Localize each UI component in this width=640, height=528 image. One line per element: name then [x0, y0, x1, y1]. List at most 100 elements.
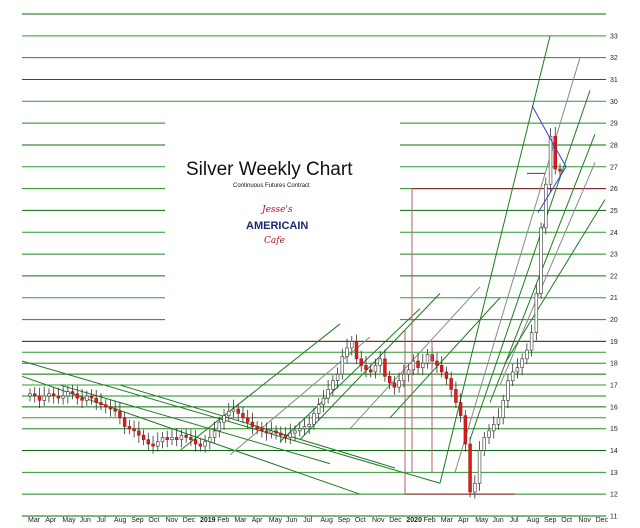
- y-tick-label: 22: [610, 273, 618, 280]
- candle-body: [61, 395, 65, 399]
- candle-body: [260, 428, 264, 432]
- candle-body: [198, 443, 203, 447]
- candle-body: [212, 430, 217, 438]
- candle-body: [75, 393, 80, 399]
- y-tick-label: 32: [610, 55, 618, 62]
- candle-body: [364, 365, 368, 371]
- x-tick-label: Mar: [234, 517, 247, 524]
- candle-body: [449, 378, 453, 390]
- candle-body: [255, 426, 259, 429]
- uptrend-line: [499, 162, 596, 386]
- candle-body: [421, 362, 425, 368]
- candle-body: [231, 408, 236, 412]
- x-tick-label: 2020: [406, 517, 422, 524]
- y-tick-label: 30: [610, 99, 618, 106]
- candle-body: [56, 395, 61, 399]
- candle-body: [122, 417, 127, 427]
- candle-body: [340, 356, 345, 375]
- uptrend-line: [349, 286, 481, 430]
- candle-body: [165, 437, 169, 440]
- candle-body: [298, 428, 302, 432]
- candle-body: [47, 393, 51, 397]
- y-tick-label: 11: [610, 514, 617, 521]
- candle-body: [137, 430, 141, 436]
- candle-body: [104, 404, 108, 408]
- x-tick-label: Sep: [131, 517, 144, 524]
- horizontal-levels: [22, 13, 606, 517]
- chart-title: Silver Weekly Chart: [186, 159, 353, 180]
- candle-body: [293, 430, 297, 434]
- x-axis: Mar Apr May Jun Jul Aug Sep Oct Nov Dec 2019 Feb Mar…: [28, 517, 609, 524]
- candle-body: [525, 349, 529, 360]
- candle-body: [326, 389, 330, 399]
- y-axis: 11 12 13 14 15 16 17 18 19 20 21 22 23 24 25 26 27 28 29 30…: [610, 33, 618, 520]
- y-tick-label: 31: [610, 77, 618, 84]
- candle-body: [487, 430, 491, 438]
- uptrend-line: [504, 199, 606, 364]
- y-tick-label: 33: [610, 33, 618, 40]
- candle-body: [118, 410, 122, 419]
- candle-body: [506, 380, 510, 401]
- candle-body: [99, 402, 103, 405]
- candle-body: [534, 293, 539, 333]
- candle-body: [184, 434, 188, 438]
- x-tick-label: Mar: [441, 517, 454, 524]
- candle-body: [37, 395, 42, 401]
- y-tick-label: 24: [610, 230, 618, 237]
- candle-body: [463, 415, 468, 445]
- uptrend-line: [469, 90, 591, 440]
- candle-body: [468, 443, 472, 493]
- candle-body: [193, 439, 198, 445]
- candlesticks: [28, 126, 562, 499]
- y-tick-label: 16: [610, 404, 618, 411]
- annotations: [404, 105, 567, 495]
- candle-body: [283, 434, 288, 438]
- logo-line-2: AMERICAIN: [246, 220, 308, 232]
- candle-body: [89, 395, 94, 399]
- x-tick-label: Jun: [286, 517, 297, 524]
- candle-body: [335, 373, 340, 381]
- x-tick-label: Dec: [183, 517, 196, 524]
- y-tick-label: 19: [610, 339, 618, 346]
- candle-body: [236, 408, 240, 414]
- downtrend-line: [21, 360, 441, 484]
- y-tick-label: 27: [610, 164, 618, 171]
- x-tick-label: Dec: [389, 517, 402, 524]
- candle-body: [269, 430, 274, 434]
- candle-body: [203, 441, 207, 447]
- candle-body: [274, 430, 278, 434]
- logo-line-3: Cafe: [264, 236, 285, 246]
- x-tick-label: Feb: [424, 517, 436, 524]
- x-tick-label: Mar: [28, 517, 41, 524]
- candle-body: [174, 437, 179, 440]
- candle-body: [189, 437, 193, 440]
- x-tick-label: Apr: [252, 517, 264, 524]
- candle-body: [392, 382, 397, 388]
- candle-body: [416, 360, 420, 368]
- candle-body: [553, 135, 557, 170]
- cafe-logo: Jesse's AMERICAIN Cafe: [244, 202, 310, 246]
- chart-subtitle: Continuous Futures Contract: [233, 183, 310, 189]
- candle-body: [373, 365, 378, 373]
- y-tick-label: 14: [610, 448, 618, 455]
- candle-body: [108, 406, 113, 410]
- candle-body: [146, 439, 151, 445]
- candle-body: [539, 227, 543, 294]
- candle-body: [492, 424, 496, 432]
- uptrend-line: [279, 308, 421, 443]
- uptrend-line: [454, 57, 581, 473]
- y-tick-label: 26: [610, 186, 618, 193]
- x-tick-label: Jun: [492, 517, 503, 524]
- candle-body: [383, 358, 387, 377]
- x-tick-label: Aug: [320, 517, 333, 524]
- candle-body: [170, 437, 174, 440]
- candle-body: [51, 393, 56, 397]
- x-tick-label: Aug: [527, 517, 540, 524]
- logo-line-1: Jesse's: [260, 205, 293, 215]
- x-tick-label: May: [269, 517, 283, 524]
- candle-body: [28, 393, 32, 397]
- candle-body: [515, 367, 520, 373]
- candle-body: [217, 421, 221, 432]
- candle-body: [359, 358, 363, 366]
- x-tick-label: Jul: [510, 517, 519, 524]
